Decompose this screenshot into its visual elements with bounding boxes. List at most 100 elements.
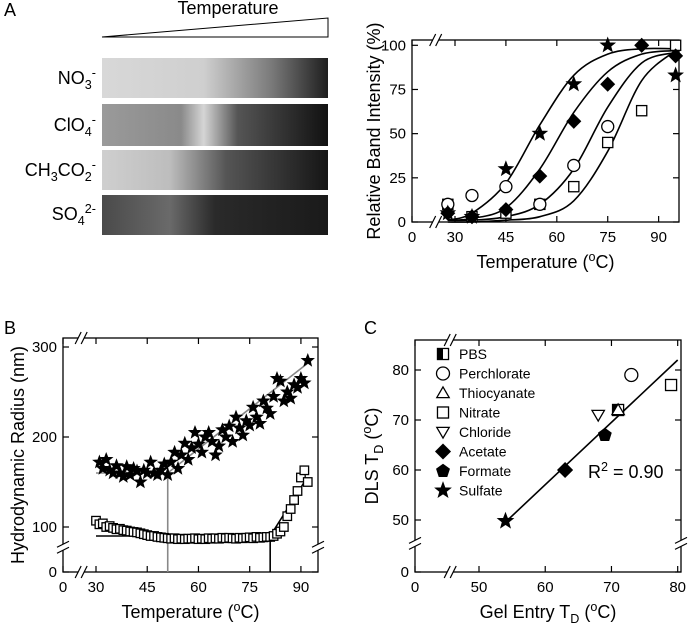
marker-circle bbox=[624, 367, 639, 383]
axis-break bbox=[80, 565, 88, 579]
y-tick-label: 70 bbox=[392, 412, 409, 429]
marker-star bbox=[439, 204, 457, 221]
legend-label: Formate bbox=[459, 463, 511, 479]
text-part: Gel Entry T bbox=[480, 602, 571, 622]
y-tick-label: 50 bbox=[389, 126, 406, 143]
marker-diamond bbox=[600, 76, 616, 92]
fit-line bbox=[447, 51, 676, 222]
text-part: 4 bbox=[85, 125, 92, 139]
axis-break bbox=[74, 331, 82, 345]
text-part: CH bbox=[25, 160, 51, 180]
plot-frame bbox=[62, 337, 319, 573]
axis-break bbox=[429, 215, 437, 229]
marker-square bbox=[278, 522, 289, 532]
axis-break-gap bbox=[313, 544, 323, 551]
marker-circle bbox=[567, 158, 581, 173]
marker-circle bbox=[465, 188, 479, 203]
text-part: CO bbox=[58, 160, 85, 180]
panel-label: B bbox=[4, 318, 16, 338]
marker-star bbox=[211, 438, 227, 453]
axis-break-gap bbox=[58, 544, 68, 551]
marker-square bbox=[635, 104, 648, 117]
axis-break bbox=[56, 540, 70, 548]
panel-label: C bbox=[364, 318, 377, 338]
text-part: Relative Band Intensity (%) bbox=[364, 22, 384, 239]
marker-circle bbox=[601, 119, 615, 134]
marker-star bbox=[463, 207, 481, 224]
gel-lane bbox=[102, 58, 328, 98]
marker-star bbox=[273, 373, 288, 388]
marker-circle bbox=[533, 197, 547, 211]
text-part: 2 bbox=[601, 460, 608, 474]
lane-label: SO42- bbox=[52, 202, 96, 228]
marker-square bbox=[436, 406, 450, 419]
marker-star bbox=[180, 451, 196, 466]
axis-break-gap bbox=[432, 35, 439, 45]
marker-square bbox=[664, 378, 678, 392]
axis-break-gap bbox=[447, 335, 454, 345]
marker-triangle bbox=[610, 402, 626, 416]
marker-half-square bbox=[436, 347, 450, 361]
y-tick-label: 200 bbox=[32, 429, 57, 446]
text-part: o bbox=[589, 250, 596, 264]
marker-diamond bbox=[566, 113, 582, 129]
panel-label: A bbox=[4, 0, 16, 20]
text-part: Hydrodynamic Radius (nm) bbox=[8, 346, 28, 564]
marker-star bbox=[160, 467, 175, 482]
y-tick-label: 0 bbox=[398, 214, 406, 231]
gel-lane bbox=[102, 195, 328, 235]
y-axis-title: Relative Band Intensity (%) bbox=[364, 22, 384, 239]
fit-line bbox=[504, 359, 679, 523]
axis-break bbox=[408, 542, 422, 550]
text-part: C) bbox=[597, 602, 616, 622]
text-part: o bbox=[234, 600, 241, 614]
marker-star bbox=[256, 393, 271, 408]
axis-break bbox=[435, 33, 443, 47]
gel-title: Temperature bbox=[177, 0, 278, 18]
marker-star bbox=[163, 454, 179, 469]
text-part: 2 bbox=[85, 170, 92, 184]
marker-star bbox=[208, 447, 223, 462]
axis-break bbox=[449, 565, 457, 579]
marker-pentagon bbox=[597, 427, 612, 441]
text-part: 3 bbox=[51, 170, 58, 184]
marker-star bbox=[297, 375, 312, 390]
marker-square bbox=[601, 136, 614, 149]
axis-break bbox=[443, 333, 451, 347]
marker-star bbox=[259, 400, 274, 415]
marker-star bbox=[232, 420, 247, 435]
text-part: 3 bbox=[85, 78, 92, 92]
x-tick-label: 80 bbox=[669, 579, 686, 596]
axis-break bbox=[435, 215, 443, 229]
text-part: ( bbox=[579, 602, 590, 622]
text-part: = 0.90 bbox=[608, 462, 664, 482]
lane-label: ClO4- bbox=[54, 113, 96, 139]
marker-star bbox=[249, 409, 264, 424]
text-part: o bbox=[360, 427, 374, 434]
x-tick-label: 45 bbox=[139, 579, 156, 596]
marker-square bbox=[285, 504, 296, 514]
marker-star bbox=[283, 390, 298, 405]
axis-break bbox=[56, 546, 70, 554]
marker-diamond bbox=[668, 48, 684, 64]
x-tick-label: 50 bbox=[471, 579, 488, 596]
text-part: D bbox=[372, 445, 386, 454]
x-axis-title: Temperature (oC) bbox=[476, 250, 614, 272]
marker-star bbox=[434, 481, 452, 499]
marker-star bbox=[187, 425, 203, 439]
marker-square bbox=[568, 180, 580, 193]
text-part: C) bbox=[362, 408, 382, 427]
marker-star bbox=[133, 474, 148, 489]
marker-diamond bbox=[434, 443, 452, 460]
text-part: R bbox=[588, 462, 601, 482]
axis-break bbox=[449, 333, 457, 347]
marker-square bbox=[289, 495, 299, 505]
y-tick-label: 100 bbox=[381, 37, 406, 54]
text-part: ClO bbox=[54, 115, 85, 135]
lane-label: NO3- bbox=[58, 66, 96, 92]
text-part: NO bbox=[58, 68, 85, 88]
text-part: DLS T bbox=[362, 454, 382, 505]
marker-triangle bbox=[435, 385, 451, 399]
